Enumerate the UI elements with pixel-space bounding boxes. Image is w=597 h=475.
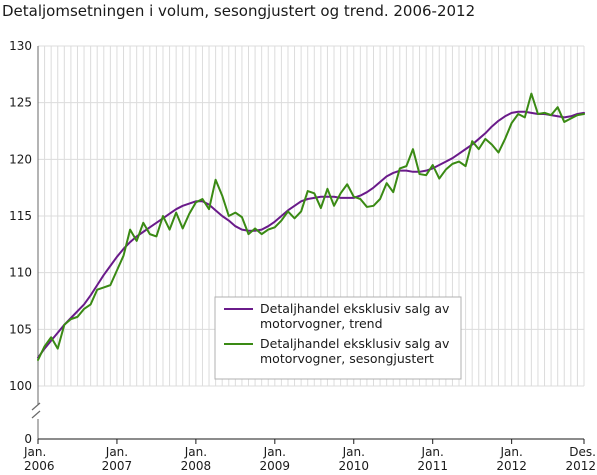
series-line-seasonally-adjusted xyxy=(37,92,585,361)
axis-break-mark xyxy=(31,402,41,411)
x-tick-label-month: Jan. xyxy=(421,445,444,459)
axes: 1301251201151101051000Jan.2006Jan.2007Ja… xyxy=(9,39,596,473)
x-tick-label-month: Jan. xyxy=(105,445,128,459)
x-tick-label-year: 2009 xyxy=(260,459,291,473)
x-tick-label-year: 2006 xyxy=(24,459,55,473)
x-tick-label-year: 2011 xyxy=(417,459,448,473)
y-tick-label: 130 xyxy=(9,39,32,53)
legend-box xyxy=(214,296,462,380)
legend-label: motorvogner, trend xyxy=(260,316,383,331)
x-tick-label-year: 2008 xyxy=(181,459,212,473)
x-tick-label-month: Jan. xyxy=(342,445,365,459)
chart-title: Detaljomsetningen i volum, sesongjustert… xyxy=(2,2,476,20)
legend-label: motorvogner, sesongjustert xyxy=(260,351,434,366)
legend-label: Detaljhandel eksklusiv salg av xyxy=(260,336,450,351)
y-tick-label: 0 xyxy=(24,432,32,446)
y-tick-label: 120 xyxy=(9,152,32,166)
y-tick-label: 110 xyxy=(9,266,32,280)
x-tick-label-month: Jan. xyxy=(23,445,46,459)
y-tick-label: 115 xyxy=(9,209,32,223)
x-tick-label-month: Des. xyxy=(569,445,596,459)
legend: Detaljhandel eksklusiv salg avmotorvogne… xyxy=(214,296,462,380)
y-tick-label: 125 xyxy=(9,96,32,110)
series-line-trend xyxy=(37,110,585,359)
x-tick-label-year: 2007 xyxy=(102,459,133,473)
y-tick-label: 100 xyxy=(9,379,32,393)
x-tick-label-year: 2012 xyxy=(565,459,596,473)
x-tick-label-year: 2012 xyxy=(496,459,527,473)
legend-label: Detaljhandel eksklusiv salg av xyxy=(260,301,450,316)
x-tick-label-year: 2010 xyxy=(338,459,369,473)
x-tick-label-month: Jan. xyxy=(184,445,207,459)
axis-break-mark xyxy=(31,410,41,419)
y-tick-label: 105 xyxy=(9,322,32,336)
series-lines xyxy=(37,92,585,361)
x-tick-label-month: Jan. xyxy=(499,445,522,459)
grid xyxy=(37,45,585,387)
x-tick-label-month: Jan. xyxy=(263,445,286,459)
